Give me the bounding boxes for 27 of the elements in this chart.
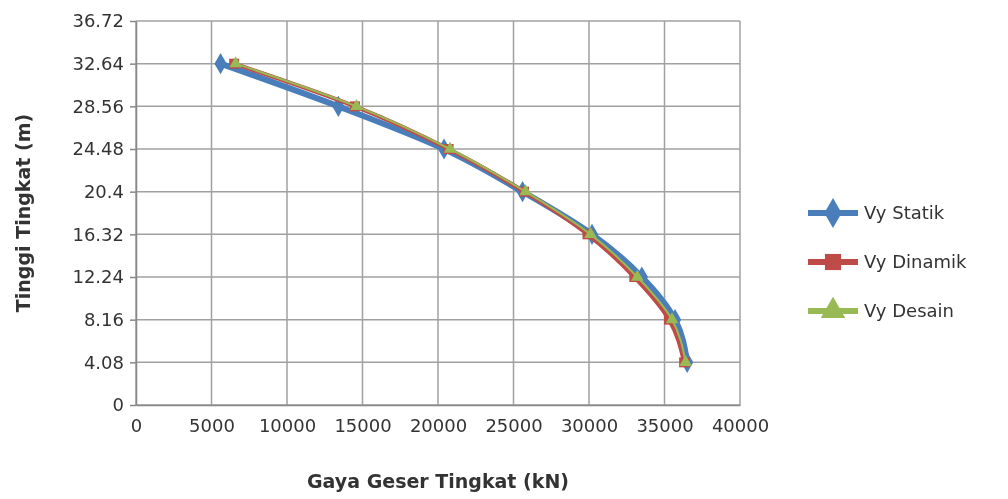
y-tick-label: 36.72: [72, 10, 124, 32]
x-tick-label: 15000: [334, 414, 392, 436]
y-tick-label: 32.64: [72, 52, 124, 74]
x-tick-label: 30000: [560, 414, 619, 436]
legend-label: Vy Desain: [864, 300, 954, 321]
x-tick-label: 5000: [189, 414, 235, 436]
y-tick-label: 4.08: [83, 351, 124, 373]
x-tick-label: 20000: [409, 414, 468, 436]
y-tick-label: 8.16: [83, 308, 124, 330]
x-tick-label: 35000: [636, 414, 694, 436]
x-tick-label: 0: [130, 414, 143, 436]
y-tick-label: 24.48: [72, 138, 124, 160]
point: [584, 226, 597, 238]
x-tick-label: 40000: [711, 414, 770, 436]
y-tick-label: 0: [112, 394, 124, 416]
x-axis-title: Gaya Geser Tingkat (kN): [307, 470, 569, 492]
y-tick-label: 28.56: [72, 95, 124, 117]
point: [630, 269, 644, 281]
x-tick-label: 25000: [485, 414, 543, 436]
legend-label: Vy Dinamik: [864, 251, 968, 272]
y-tick-label: 12.24: [72, 266, 124, 288]
y-tick-label: 16.32: [72, 223, 124, 245]
y-axis-title: Tinggi Tingkat (m): [12, 113, 34, 313]
legend-label: Vy Statik: [864, 202, 945, 223]
point: [665, 312, 679, 324]
x-tick-label: 10000: [258, 414, 317, 436]
y-tick-label: 20.4: [83, 180, 124, 202]
